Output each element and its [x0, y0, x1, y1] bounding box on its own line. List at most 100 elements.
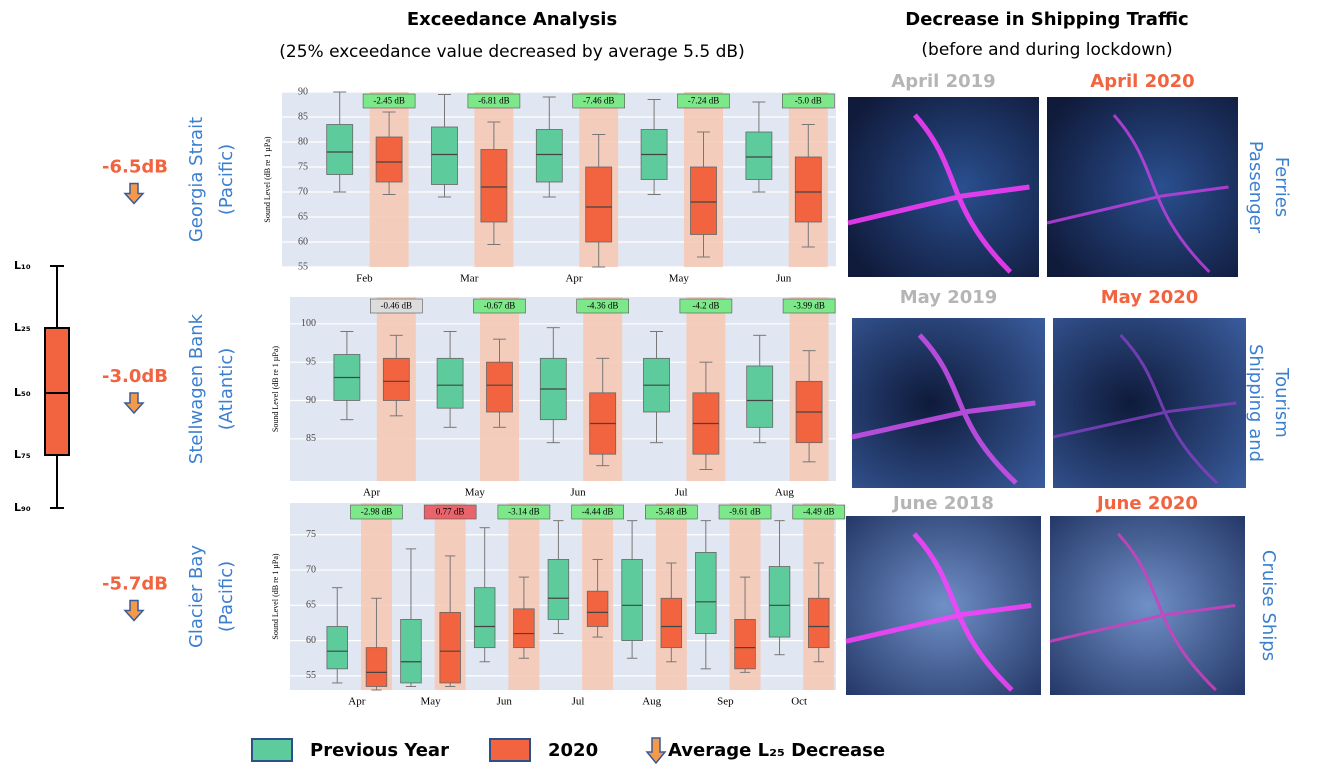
legend-swatch — [490, 739, 530, 761]
box — [548, 559, 569, 619]
y-tick-label: 85 — [298, 111, 308, 122]
annotation: -3.14 dB — [508, 507, 540, 517]
annotation: -0.46 dB — [381, 301, 413, 311]
y-axis-label: Sound Level (dB re 1 µPa) — [263, 136, 272, 222]
legend-arrow — [647, 738, 665, 763]
annotation: -4.36 dB — [587, 301, 619, 311]
annotation: -5.48 dB — [656, 507, 688, 517]
box — [747, 366, 773, 427]
annotation: -2.98 dB — [361, 507, 393, 517]
y-tick-label: 60 — [306, 635, 316, 646]
map-row-label: Tourism — [1271, 367, 1292, 438]
box — [376, 137, 402, 182]
map-row-label: Cruise Ships — [1258, 550, 1279, 661]
annotation: -9.61 dB — [729, 507, 761, 517]
y-tick-label: 70 — [298, 186, 308, 197]
key-label: L₉₀ — [14, 501, 31, 514]
annotation: -0.67 dB — [484, 301, 516, 311]
y-tick-label: 65 — [306, 600, 316, 611]
annotation: -7.24 dB — [688, 96, 720, 106]
x-tick-label: Oct — [791, 696, 807, 708]
y-tick-label: 85 — [306, 433, 316, 444]
site-label: (Pacific) — [216, 144, 237, 215]
y-tick-label: 80 — [298, 136, 308, 147]
annotation: -4.2 dB — [692, 301, 719, 311]
x-tick-label: Jun — [776, 273, 792, 285]
x-tick-label: Mar — [460, 273, 479, 285]
box — [622, 559, 643, 640]
x-tick-label: Apr — [363, 487, 380, 499]
key-label: L₁₀ — [14, 259, 31, 272]
box — [401, 619, 422, 683]
box — [432, 127, 458, 185]
y-tick-label: 95 — [306, 356, 316, 367]
box — [366, 648, 387, 687]
y-tick-label: 65 — [298, 211, 308, 222]
site-change: -5.7dB — [102, 574, 168, 595]
box — [769, 567, 790, 638]
site-label: (Pacific) — [216, 561, 237, 632]
x-tick-label: Sep — [717, 696, 734, 708]
change-arrow — [125, 184, 143, 204]
box — [440, 612, 461, 683]
annotation: -4.49 dB — [803, 507, 835, 517]
y-tick-label: 90 — [298, 86, 308, 97]
subtitle: (25% exceedance value decreased by avera… — [279, 42, 744, 62]
legend-label: Average L₂₅ Decrease — [668, 740, 885, 761]
title: Exceedance Analysis — [407, 9, 617, 30]
box-key — [45, 266, 69, 508]
y-tick-label: 55 — [306, 670, 316, 681]
map-title: June 2020 — [1095, 493, 1198, 514]
key-label: L₂₅ — [14, 321, 31, 334]
box — [474, 588, 495, 648]
box — [661, 598, 682, 647]
site-change: -6.5dB — [102, 157, 168, 178]
figure: Exceedance Analysis (25% exceedance valu… — [0, 0, 1319, 766]
box — [536, 130, 562, 183]
map-image — [848, 97, 1039, 277]
box — [691, 167, 717, 235]
annotation: -2.45 dB — [373, 96, 405, 106]
map-row-label: Shipping and — [1245, 344, 1266, 462]
box — [696, 552, 717, 633]
x-tick-label: Jun — [497, 696, 513, 708]
change-arrow — [125, 393, 143, 413]
x-tick-label: May — [465, 487, 486, 499]
site-label: Georgia Strait — [186, 117, 207, 242]
map-row-label: Passenger — [1245, 141, 1266, 234]
annotation: -3.99 dB — [793, 301, 825, 311]
box — [795, 157, 821, 222]
site-label: Glacier Bay — [186, 545, 207, 648]
y-axis-label: Sound Level (dB re 1 µPa) — [271, 553, 280, 639]
key-box — [45, 328, 69, 455]
map-title: May 2020 — [1101, 287, 1199, 308]
key-label: L₇₅ — [14, 448, 31, 461]
box — [746, 132, 772, 180]
map-image — [1053, 318, 1246, 488]
x-tick-label: Jul — [675, 487, 688, 499]
y-tick-label: 75 — [298, 161, 308, 172]
box — [487, 362, 513, 412]
map-title: May 2019 — [900, 287, 998, 308]
box — [383, 358, 409, 400]
x-tick-label: May — [420, 696, 441, 708]
box — [327, 626, 348, 668]
x-tick-label: Apr — [565, 273, 582, 285]
box — [808, 598, 829, 647]
site-change: -3.0dB — [102, 366, 168, 387]
y-tick-label: 70 — [306, 564, 316, 575]
legend-label: 2020 — [548, 740, 598, 761]
y-tick-label: 60 — [298, 236, 308, 247]
x-tick-label: May — [669, 273, 690, 285]
box — [735, 619, 756, 668]
maps-subtitle: (before and during lockdown) — [921, 40, 1172, 60]
annotation: -7.46 dB — [583, 96, 615, 106]
x-tick-label: Aug — [775, 487, 794, 499]
annotation: 0.77 dB — [436, 507, 465, 517]
map-image — [846, 516, 1041, 695]
y-tick-label: 55 — [298, 261, 308, 272]
annotation: -5.0 dB — [795, 96, 822, 106]
site-label: (Atlantic) — [216, 348, 237, 431]
legend: Previous Year 2020 Average L₂₅ Decrease — [252, 738, 885, 763]
key-label: L₅₀ — [14, 386, 31, 399]
